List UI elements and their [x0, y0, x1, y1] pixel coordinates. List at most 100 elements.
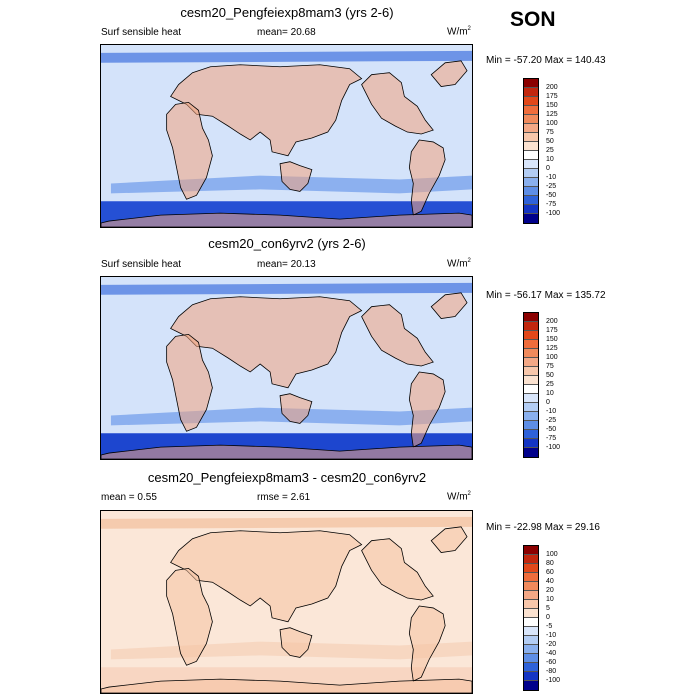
coastline [408, 371, 446, 448]
colorbar-swatch [524, 645, 538, 654]
colorbar-tick-label: 25 [546, 381, 554, 388]
colorbar-tick-label: -75 [546, 201, 557, 208]
field-band [101, 282, 472, 295]
field-band [101, 50, 472, 63]
colorbar-tick-label: -60 [546, 659, 557, 666]
colorbar-swatch [524, 421, 538, 430]
colorbar-tick-label: 50 [546, 138, 554, 145]
colorbar-tick-label: -25 [546, 183, 557, 190]
colorbar-swatch [524, 142, 538, 151]
panel-1-mean-label: mean= 20.68 [257, 27, 316, 38]
colorbar-tick-label: -10 [546, 408, 557, 415]
colorbar-swatch [524, 573, 538, 582]
coastline [101, 212, 472, 227]
colorbar-tick-label: -80 [546, 668, 557, 675]
colorbar-swatch [524, 340, 538, 349]
colorbar-swatch [524, 430, 538, 439]
colorbar-tick-label: 10 [546, 390, 554, 397]
colorbar-swatch [524, 133, 538, 142]
colorbar-swatch [524, 88, 538, 97]
coastline [279, 161, 313, 192]
panel-2-map [100, 276, 473, 460]
colorbar-swatch [524, 151, 538, 160]
colorbar-swatch [524, 79, 538, 88]
colorbar-tick-label: -50 [546, 426, 557, 433]
colorbar-tick-label: -100 [546, 444, 561, 451]
colorbar-tick-label: 175 [546, 327, 558, 334]
panel-3-rmse-label: rmse = 2.61 [257, 492, 311, 503]
colorbar-swatch [524, 672, 538, 681]
colorbar-swatch [524, 106, 538, 115]
colorbar-swatch [524, 160, 538, 169]
colorbar-swatch [524, 178, 538, 187]
colorbar-tick-label: 125 [546, 345, 558, 352]
coastline [279, 627, 313, 658]
colorbar-tick-label: 200 [546, 84, 558, 91]
panel-2-mean-label: mean= 20.13 [257, 259, 316, 270]
colorbar-tick-label: 10 [546, 156, 554, 163]
colorbar-tick-label: -10 [546, 174, 557, 181]
colorbar-swatch [524, 403, 538, 412]
colorbar-tick-label: 60 [546, 569, 554, 576]
colorbar-tick-label: 100 [546, 354, 558, 361]
panel-1-colorbar [523, 78, 539, 224]
colorbar-swatch [524, 663, 538, 672]
colorbar-tick-label: -5 [546, 623, 553, 630]
panel-3-minmax: Min = -22.98 Max = 29.16 [486, 522, 600, 533]
colorbar-swatch [524, 205, 538, 214]
colorbar-swatch [524, 546, 538, 555]
panel-1-variable-label: Surf sensible heat [101, 27, 182, 38]
colorbar-tick-label: -100 [546, 677, 561, 684]
panel-3-title: cesm20_Pengfeiexp8mam3 - cesm20_con6yrv2 [147, 470, 427, 485]
coastline [361, 538, 434, 601]
map-field [101, 277, 472, 459]
panel-2-minmax: Min = -56.17 Max = 135.72 [486, 290, 606, 301]
colorbar-tick-label: 80 [546, 560, 554, 567]
colorbar-tick-label: 75 [546, 363, 554, 370]
colorbar-tick-label: 25 [546, 147, 554, 154]
coastline [408, 605, 446, 682]
colorbar-tick-label: 175 [546, 93, 558, 100]
colorbar-swatch [524, 681, 538, 690]
colorbar-swatch [524, 555, 538, 564]
colorbar-swatch [524, 385, 538, 394]
colorbar-swatch [524, 115, 538, 124]
colorbar-tick-label: 100 [546, 120, 558, 127]
colorbar-swatch [524, 582, 538, 591]
colorbar-swatch [524, 654, 538, 663]
coastline [408, 139, 446, 216]
colorbar-tick-label: -50 [546, 192, 557, 199]
colorbar-swatch [524, 358, 538, 367]
colorbar-swatch [524, 564, 538, 573]
colorbar-swatch [524, 376, 538, 385]
coastline [361, 304, 434, 367]
panel-3-mean-label: mean = 0.55 [101, 492, 157, 503]
colorbar-tick-label: 5 [546, 605, 550, 612]
colorbar-swatch [524, 636, 538, 645]
colorbar-tick-label: -75 [546, 435, 557, 442]
panel-2-variable-label: Surf sensible heat [101, 259, 182, 270]
coastline [279, 393, 313, 424]
colorbar-swatch [524, 627, 538, 636]
panel-2-title: cesm20_con6yrv2 (yrs 2-6) [208, 236, 366, 251]
colorbar-swatch [524, 591, 538, 600]
colorbar-swatch [524, 124, 538, 133]
coastline [170, 296, 363, 389]
panel-3-units: W/m2 [447, 491, 471, 503]
colorbar-tick-label: 125 [546, 111, 558, 118]
panel-3-colorbar [523, 545, 539, 691]
colorbar-tick-label: -20 [546, 641, 557, 648]
colorbar-tick-label: 0 [546, 614, 550, 621]
panel-2-colorbar-ticks: 200 175 150 125 100 75 50 25 10 0 -10 -25 -50 -75 -100 [546, 317, 560, 452]
panel-1-title: cesm20_Pengfeiexp8mam3 (yrs 2-6) [180, 5, 394, 20]
colorbar-swatch [524, 187, 538, 196]
colorbar-swatch [524, 349, 538, 358]
colorbar-tick-label: -10 [546, 632, 557, 639]
colorbar-tick-label: 40 [546, 578, 554, 585]
colorbar-tick-label: 50 [546, 372, 554, 379]
colorbar-tick-label: 100 [546, 551, 558, 558]
colorbar-tick-label: 20 [546, 587, 554, 594]
coastline [166, 567, 213, 666]
colorbar-swatch [524, 97, 538, 106]
colorbar-swatch [524, 169, 538, 178]
